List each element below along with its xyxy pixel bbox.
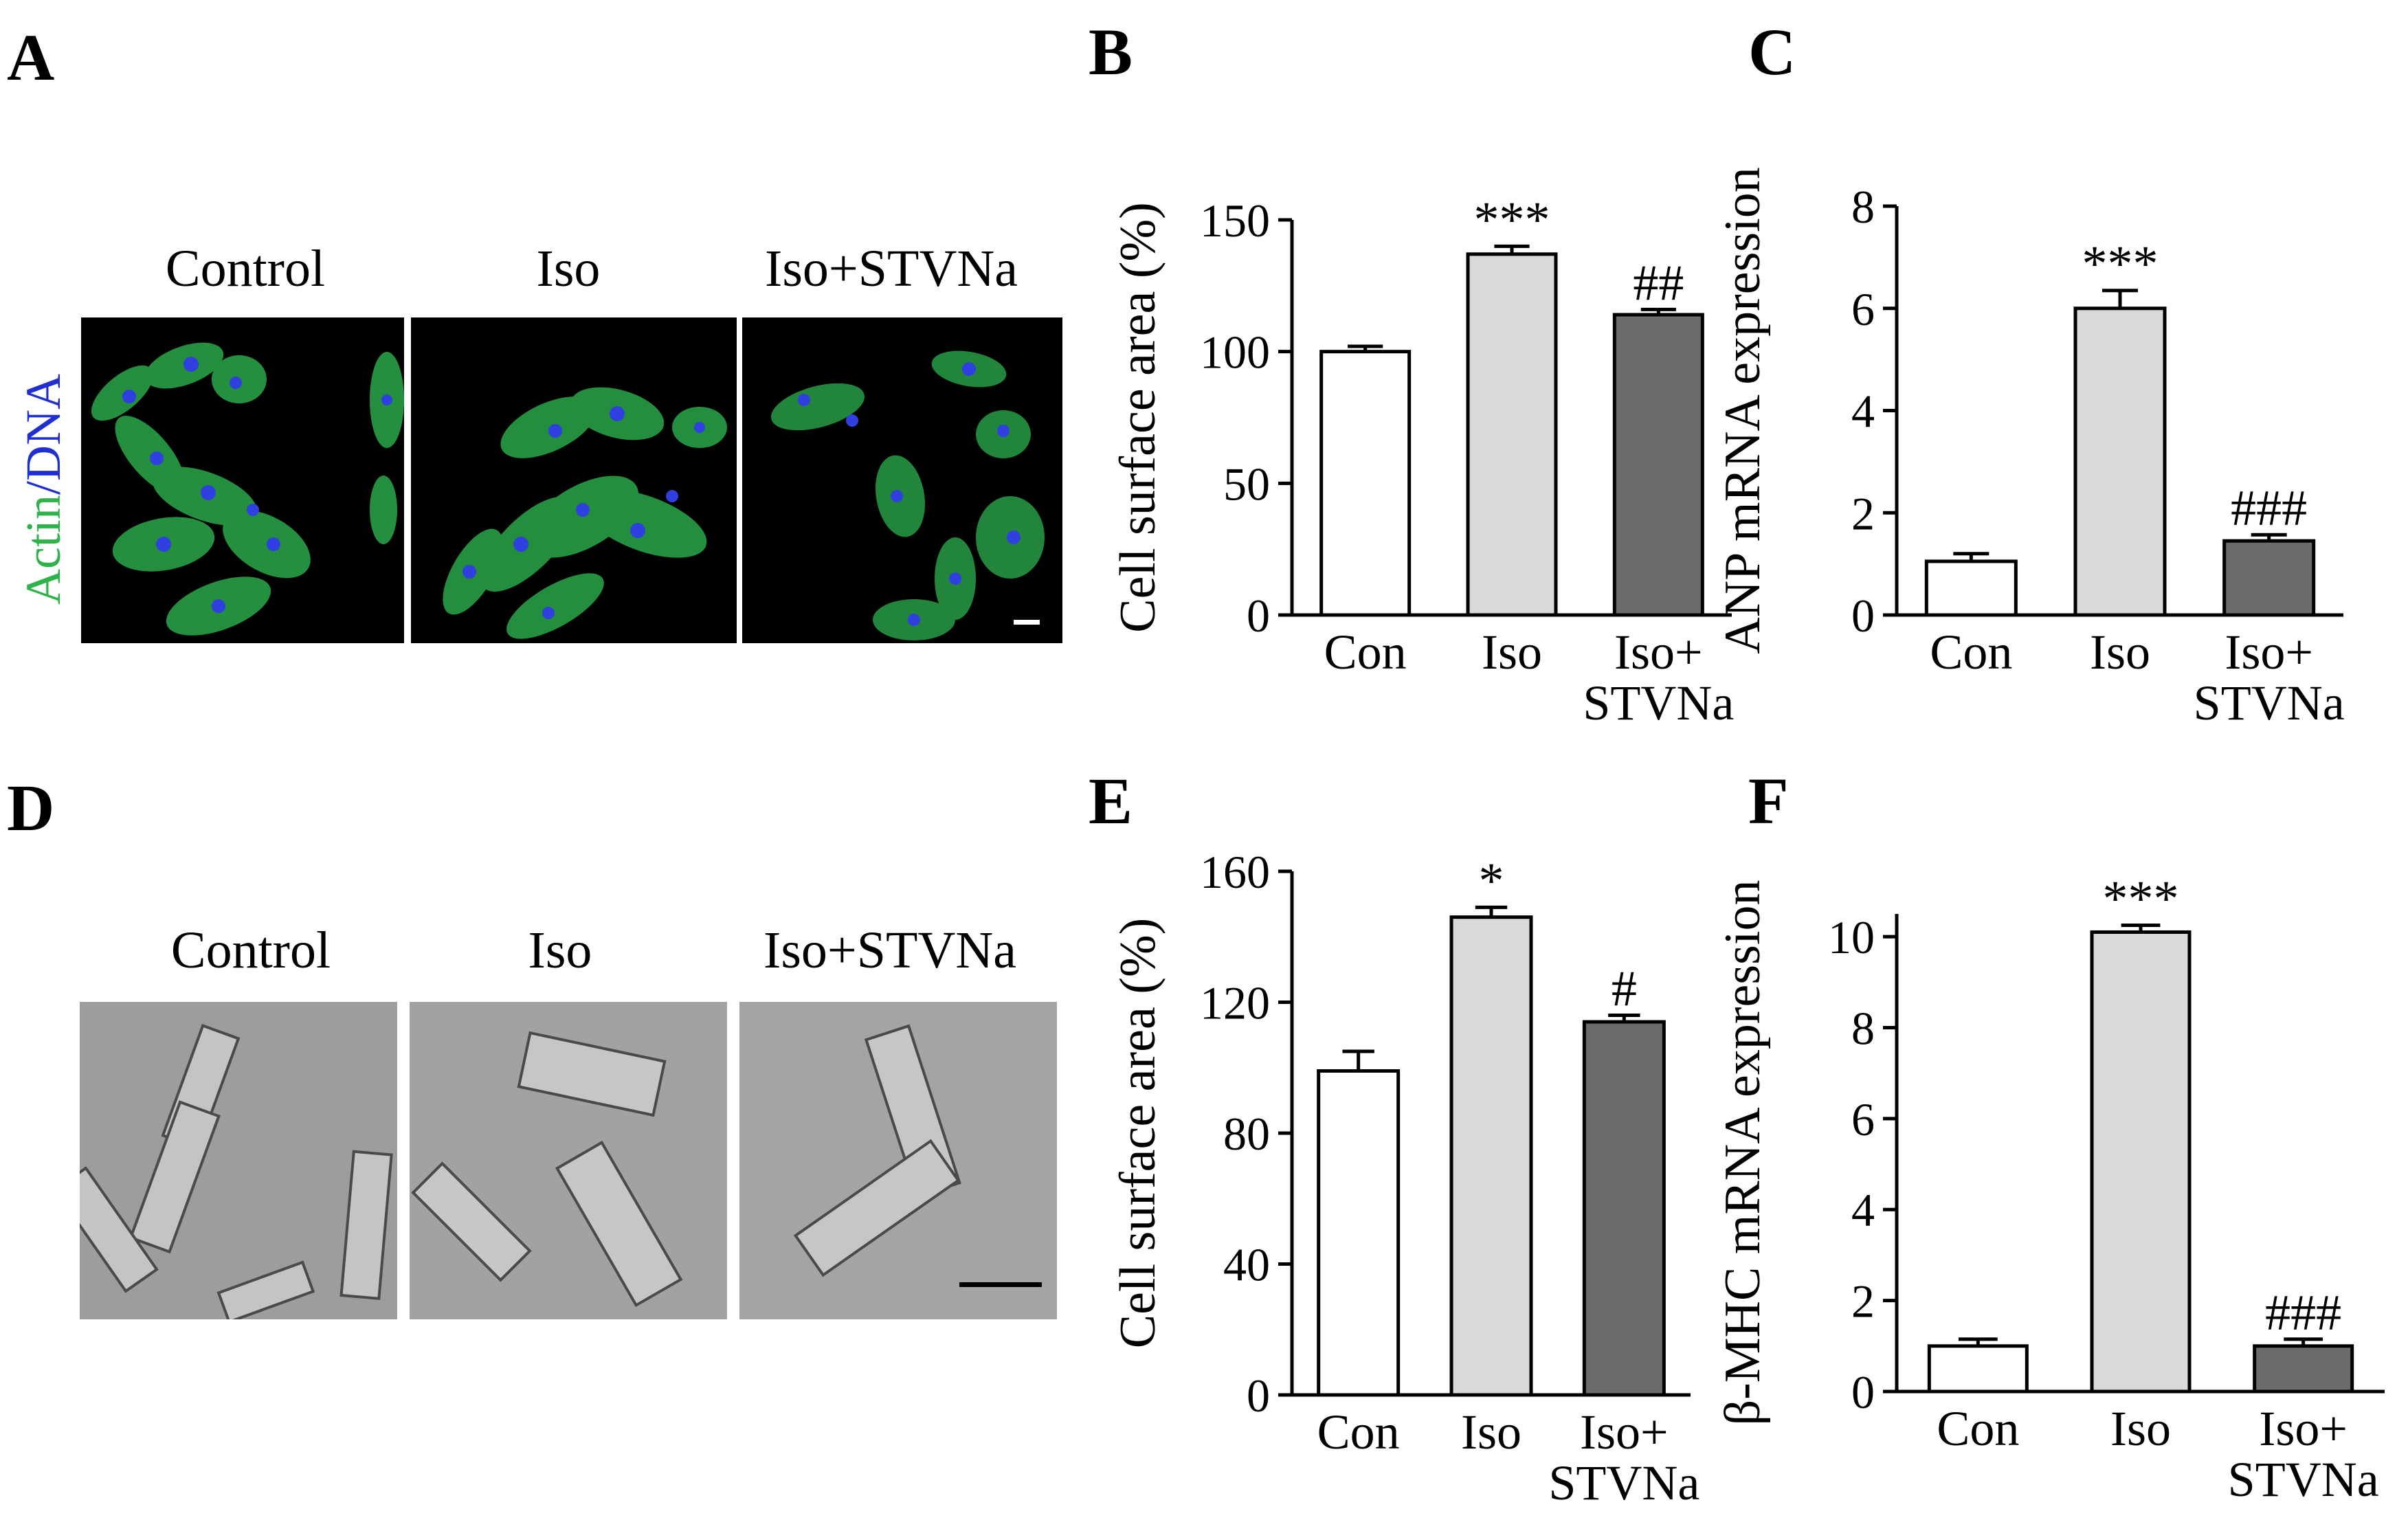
x-tick-label-c-1: Iso — [2090, 625, 2150, 680]
fluorescence-image-iso-stvna — [742, 317, 1062, 643]
significance-b-1: *** — [1474, 192, 1550, 248]
y-axis-label-c: ANP mRNA expression — [1715, 167, 1771, 654]
y-tick-label-f-4: 8 — [1851, 1002, 1875, 1054]
y-tick-label-f-2: 4 — [1851, 1184, 1875, 1236]
scale-bar-a — [1014, 620, 1040, 625]
y-tick-label-c-2: 4 — [1851, 385, 1875, 438]
bar-c-0 — [1924, 559, 2018, 617]
x-tick-label-c-2-1: STVNa — [2194, 675, 2345, 730]
x-tick-label-f-2-1: STVNa — [2228, 1452, 2379, 1507]
significance-f-2: ### — [2265, 1285, 2341, 1341]
x-tick-label-b-2-1: STVNa — [1583, 675, 1734, 730]
panel-letter-b: B — [1089, 15, 1133, 89]
panel-a-label-control: Control — [165, 240, 326, 298]
bar-c-1 — [2073, 306, 2167, 617]
x-tick-label-f-1: Iso — [2110, 1401, 2171, 1456]
panel-d-label-iso-stvna: Iso+STVNa — [763, 921, 1016, 979]
y-tick-label-f-0: 0 — [1851, 1366, 1875, 1418]
chart-c: C 0 2 4 6 8 ANP mRNA expression Con *** Iso ### Iso… — [1715, 15, 2345, 730]
bar-c-2 — [2222, 539, 2316, 617]
panel-d-label-control: Control — [170, 921, 331, 979]
panel-d-label-iso: Iso — [528, 921, 592, 979]
significance-e-1: * — [1479, 853, 1504, 909]
brightfield-image-control — [80, 1002, 397, 1319]
x-tick-label-b-0: Con — [1324, 625, 1407, 680]
y-axis-label-e: Cell surface area (%) — [1110, 918, 1166, 1349]
panel-letter-d: D — [7, 771, 55, 845]
y-tick-label-f-3: 6 — [1851, 1093, 1875, 1145]
panel-letter-e: E — [1089, 764, 1133, 838]
panel-a-label-iso: Iso — [536, 240, 601, 298]
panel-letter-a: A — [7, 21, 55, 94]
panel-letter-f: F — [1748, 764, 1789, 838]
stain-label-dna: DNA — [16, 374, 71, 482]
y-tick-label-c-1: 2 — [1851, 487, 1875, 539]
x-tick-label-b-2-0: Iso+ — [1614, 625, 1703, 680]
significance-f-1: *** — [2103, 871, 2179, 928]
y-tick-label-e-4: 160 — [1200, 846, 1270, 898]
bar-b-1 — [1466, 252, 1558, 617]
chart-f: F 0 2 4 6 8 10 β-MHC mRNA expression Con *** Iso ##… — [1715, 764, 2385, 1507]
y-tick-label-e-3: 120 — [1200, 977, 1270, 1029]
x-tick-label-e-2-0: Iso+ — [1580, 1405, 1669, 1460]
x-tick-label-c-2-0: Iso+ — [2225, 625, 2313, 680]
x-tick-label-c-0: Con — [1930, 625, 2012, 680]
y-tick-label-c-4: 8 — [1851, 181, 1875, 233]
panel-letter-c: C — [1748, 15, 1796, 89]
brightfield-image-iso — [410, 1002, 727, 1319]
significance-b-2: ## — [1633, 255, 1684, 311]
x-tick-label-f-0: Con — [1937, 1401, 2019, 1456]
y-tick-label-b-2: 100 — [1200, 326, 1270, 379]
brightfield-image-iso-stvna — [739, 1002, 1057, 1319]
y-tick-label-b-3: 150 — [1200, 194, 1270, 247]
y-tick-label-f-1: 2 — [1851, 1275, 1875, 1328]
stain-label-slash: / — [16, 481, 71, 495]
fluorescence-image-iso — [411, 317, 737, 643]
y-tick-label-c-3: 6 — [1851, 283, 1875, 335]
stain-label-actin: Actin — [16, 495, 71, 605]
significance-c-1: *** — [2082, 236, 2159, 293]
stain-label: Actin/DNA — [15, 374, 72, 605]
chart-e: E 0 40 80 120 160 Cell surface area (%) Con * Iso… — [1089, 764, 1699, 1510]
y-tick-label-b-1: 50 — [1223, 458, 1270, 510]
significance-e-2: # — [1612, 961, 1637, 1018]
significance-c-2: ### — [2231, 480, 2307, 537]
x-tick-label-e-2-1: STVNa — [1548, 1455, 1699, 1510]
y-axis-label-b: Cell surface area (%) — [1110, 202, 1166, 633]
bar-f-1 — [2090, 930, 2192, 1394]
bar-e-2 — [1582, 1020, 1666, 1397]
bar-e-0 — [1317, 1069, 1401, 1397]
x-tick-label-b-1: Iso — [1482, 625, 1542, 680]
x-tick-label-f-2-0: Iso+ — [2259, 1401, 2348, 1456]
x-tick-label-e-0: Con — [1317, 1405, 1400, 1460]
x-tick-label-e-1: Iso — [1461, 1405, 1521, 1460]
y-tick-label-b-0: 0 — [1247, 590, 1270, 642]
y-tick-label-e-0: 0 — [1247, 1370, 1270, 1422]
bar-e-1 — [1449, 915, 1533, 1397]
y-tick-label-c-0: 0 — [1851, 590, 1875, 642]
fluorescence-image-control — [81, 317, 404, 643]
y-tick-label-e-2: 80 — [1223, 1108, 1270, 1160]
y-tick-label-f-5: 10 — [1828, 911, 1875, 963]
y-tick-label-e-1: 40 — [1223, 1239, 1270, 1291]
y-axis-label-f: β-MHC mRNA expression — [1715, 880, 1771, 1425]
bar-b-2 — [1612, 313, 1704, 617]
panel-a-label-iso-stvna: Iso+STVNa — [765, 240, 1018, 298]
chart-b: B 0 50 100 150 Cell surface area (%) Con *** Iso… — [1089, 15, 1734, 730]
scale-bar-d — [959, 1282, 1042, 1287]
bar-f-2 — [2253, 1344, 2354, 1394]
bar-f-0 — [1927, 1344, 2029, 1394]
bar-b-0 — [1319, 350, 1412, 617]
